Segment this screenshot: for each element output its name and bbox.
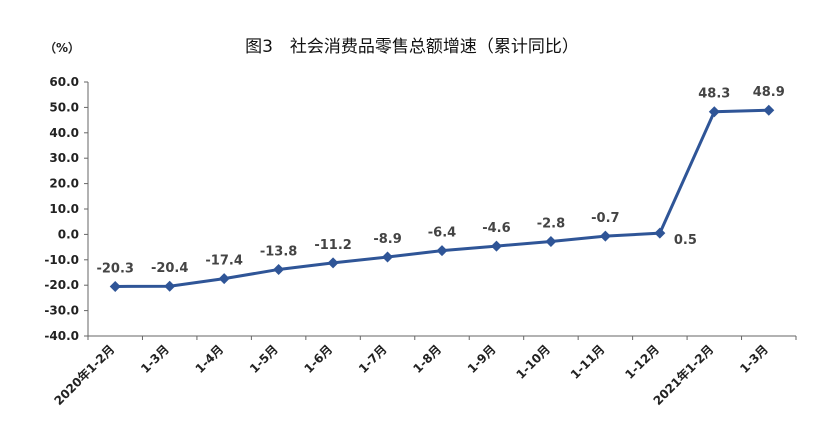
data-label: -0.7	[591, 211, 619, 226]
y-tick-label: 50.0	[49, 100, 79, 114]
x-tick-label: 1-3月	[737, 342, 771, 376]
y-tick-label: 0.0	[58, 227, 79, 241]
data-label: -6.4	[428, 226, 456, 241]
data-labels: -20.3 -20.4 -17.4 -13.8 -11.2 -8.9 -6.4 -4.6 -2.…	[96, 85, 784, 276]
x-axis-ticks: 2020年1-2月 1-3月 1-4月 1-5月 1-6月 1-7月 1-8月 1-9月 1-1…	[51, 336, 797, 409]
data-label: -2.8	[537, 217, 565, 232]
chart-title: 图3 社会消费品零售总额增速（累计同比）	[245, 37, 579, 57]
data-point-marker	[599, 230, 611, 242]
y-tick-label: 20.0	[49, 177, 79, 191]
data-point-marker	[109, 280, 121, 292]
data-point-marker	[654, 227, 666, 239]
data-label: -20.4	[151, 261, 188, 276]
data-label: 48.3	[698, 87, 730, 102]
data-point-marker	[382, 251, 394, 263]
data-point-marker	[327, 257, 339, 269]
data-point-marker	[436, 245, 448, 257]
data-point-marker	[490, 240, 502, 252]
y-tick-label: 30.0	[49, 151, 79, 165]
y-tick-label: 60.0	[49, 75, 79, 89]
data-label: -8.9	[373, 232, 401, 247]
data-point-marker	[164, 280, 176, 292]
x-tick-label: 2020年1-2月	[51, 342, 118, 409]
y-tick-label: 10.0	[49, 202, 79, 216]
data-label: 0.5	[674, 233, 697, 248]
data-label: -13.8	[260, 244, 297, 259]
data-label: -4.6	[482, 221, 510, 236]
y-tick-label: -30.0	[44, 304, 79, 318]
y-tick-label: 40.0	[49, 126, 79, 140]
x-tick-label: 1-5月	[247, 342, 281, 376]
data-label: -17.4	[205, 254, 242, 269]
data-label: -20.3	[96, 261, 133, 276]
x-tick-label: 1-4月	[193, 342, 227, 376]
x-tick-label: 1-7月	[356, 342, 390, 376]
x-tick-label: 1-11月	[568, 342, 608, 382]
x-tick-label: 1-3月	[138, 342, 172, 376]
y-tick-label: -10.0	[44, 253, 79, 267]
x-tick-label: 1-8月	[410, 342, 444, 376]
data-point-marker	[218, 273, 230, 285]
series-group	[109, 104, 775, 292]
x-tick-label: 1-12月	[622, 342, 662, 382]
x-tick-label: 1-10月	[513, 342, 553, 382]
data-label: 48.9	[753, 85, 785, 100]
data-point-marker	[763, 104, 775, 116]
y-unit-label: （%）	[44, 40, 80, 55]
data-point-marker	[273, 263, 285, 275]
x-tick-label: 1-9月	[465, 342, 499, 376]
data-label: -11.2	[314, 238, 351, 253]
y-tick-label: -40.0	[44, 329, 79, 343]
y-tick-label: -20.0	[44, 278, 79, 292]
y-axis-ticks: 60.0 50.0 40.0 30.0 20.0 10.0 0.0 -10.0 -20.0 -30…	[44, 75, 88, 343]
data-point-marker	[708, 106, 720, 118]
x-tick-label: 1-6月	[301, 342, 335, 376]
data-point-marker	[545, 236, 557, 248]
